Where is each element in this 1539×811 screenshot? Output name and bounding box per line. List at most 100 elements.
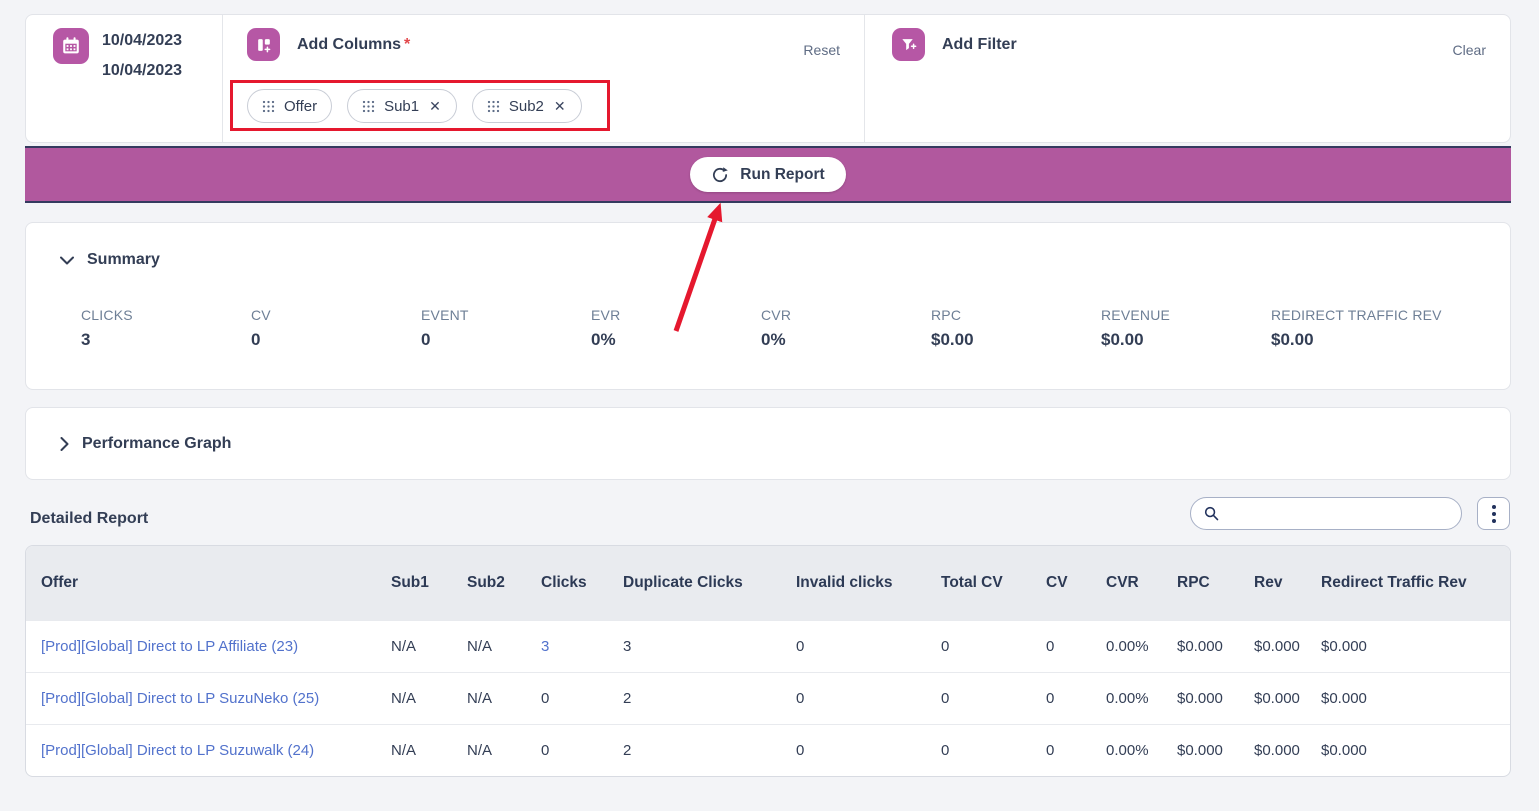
- cell-sub1: N/A: [376, 619, 452, 672]
- col-header-cv[interactable]: CV: [1031, 546, 1091, 620]
- chip-remove-icon[interactable]: ✕: [429, 97, 441, 114]
- metric-evr: EVR 0%: [591, 307, 621, 349]
- search-input[interactable]: [1228, 498, 1461, 529]
- col-header-offer[interactable]: Offer: [26, 546, 376, 620]
- col-header-duplicate-clicks[interactable]: Duplicate Clicks: [608, 546, 781, 620]
- calendar-icon: [53, 28, 89, 64]
- cell-invalid-clicks: 0: [781, 671, 926, 724]
- col-header-rpc[interactable]: RPC: [1162, 546, 1239, 620]
- metric-event: EVENT 0: [421, 307, 469, 349]
- summary-header[interactable]: Summary: [26, 223, 1510, 269]
- cell-sub2: N/A: [452, 619, 526, 672]
- cell-total-cv: 0: [926, 619, 1031, 672]
- performance-graph-title: Performance Graph: [82, 435, 232, 452]
- cell-cvr: 0.00%: [1091, 723, 1162, 776]
- required-asterisk: *: [404, 35, 411, 53]
- chip-label: Offer: [284, 97, 318, 115]
- cell-duplicate-clicks: 2: [608, 723, 781, 776]
- run-report-bar: Run Report: [25, 146, 1511, 203]
- cell-sub2: N/A: [452, 671, 526, 724]
- reset-button[interactable]: Reset: [803, 42, 840, 58]
- cell-redirect-traffic-rev: $0.000: [1306, 671, 1510, 724]
- search-box: [1190, 497, 1462, 530]
- col-header-redirect-traffic-rev[interactable]: Redirect Traffic Rev: [1306, 546, 1510, 620]
- chip-label: Sub2: [508, 97, 544, 115]
- chevron-down-icon: [60, 256, 74, 264]
- refresh-icon: [713, 166, 729, 182]
- cell-total-cv: 0: [926, 723, 1031, 776]
- col-header-cvr[interactable]: CVR: [1091, 546, 1162, 620]
- drag-handle-icon: [487, 100, 500, 112]
- metric-cv: CV 0: [251, 307, 271, 349]
- cell-rpc: $0.000: [1162, 723, 1239, 776]
- cell-rpc: $0.000: [1162, 671, 1239, 724]
- clear-button[interactable]: Clear: [1452, 42, 1486, 58]
- col-header-total-cv[interactable]: Total CV: [926, 546, 1031, 620]
- add-columns-panel: Add Columns * Reset Offer Sub1 ✕: [223, 15, 865, 142]
- metric-rpc: RPC $0.00: [931, 307, 974, 349]
- table-row: [Prod][Global] Direct to LP Affiliate (2…: [26, 619, 1510, 672]
- cell-redirect-traffic-rev: $0.000: [1306, 619, 1510, 672]
- table-row: [Prod][Global] Direct to LP Suzuwalk (24…: [26, 723, 1510, 776]
- cell-cvr: 0.00%: [1091, 619, 1162, 672]
- add-filter-icon: [892, 28, 925, 61]
- cell-rev: $0.000: [1239, 671, 1306, 724]
- performance-graph-card: Performance Graph: [25, 407, 1511, 480]
- cell-sub1: N/A: [376, 671, 452, 724]
- column-chip-offer[interactable]: Offer: [247, 89, 333, 123]
- drag-handle-icon: [262, 100, 275, 112]
- summary-card: Summary CLICKS 3 CV 0 EVENT 0 EVR 0% CVR 0% R…: [25, 222, 1511, 390]
- add-filter-title: Add Filter: [942, 35, 1017, 53]
- metric-cvr: CVR 0%: [761, 307, 792, 349]
- cell-total-cv: 0: [926, 671, 1031, 724]
- cell-duplicate-clicks: 3: [608, 619, 781, 672]
- cell-clicks: 0: [526, 723, 608, 776]
- performance-graph-header[interactable]: Performance Graph: [26, 408, 1510, 453]
- cell-clicks: 0: [526, 671, 608, 724]
- cell-cvr: 0.00%: [1091, 671, 1162, 724]
- search-icon: [1204, 506, 1219, 521]
- add-columns-icon: [247, 28, 280, 61]
- chip-remove-icon[interactable]: ✕: [553, 97, 566, 114]
- detailed-report-title: Detailed Report: [30, 510, 149, 527]
- cell-cv: 0: [1031, 723, 1091, 776]
- col-header-clicks[interactable]: Clicks: [526, 546, 608, 620]
- cell-duplicate-clicks: 2: [608, 671, 781, 724]
- detailed-report-table: Offer Sub1 Sub2 Clicks Duplicate Clicks …: [25, 545, 1511, 777]
- chevron-right-icon: [60, 437, 69, 451]
- offer-link[interactable]: [Prod][Global] Direct to LP SuzuNeko (25…: [26, 671, 376, 724]
- offer-link[interactable]: [Prod][Global] Direct to LP Suzuwalk (24…: [26, 723, 376, 776]
- add-filter-panel: Add Filter Clear: [865, 15, 1510, 142]
- run-report-label: Run Report: [740, 165, 825, 183]
- cell-rev: $0.000: [1239, 723, 1306, 776]
- column-chip-sub2[interactable]: Sub2 ✕: [471, 89, 582, 123]
- date-start[interactable]: 10/04/2023: [102, 32, 183, 49]
- table-options-button[interactable]: [1477, 497, 1510, 530]
- date-range-panel[interactable]: 10/04/2023 10/04/2023: [26, 15, 223, 142]
- cell-rev: $0.000: [1239, 619, 1306, 672]
- metric-revenue: REVENUE $0.00: [1101, 307, 1171, 349]
- col-header-sub1[interactable]: Sub1: [376, 546, 452, 620]
- col-header-sub2[interactable]: Sub2: [452, 546, 526, 620]
- offer-link[interactable]: [Prod][Global] Direct to LP Affiliate (2…: [26, 619, 376, 672]
- cell-invalid-clicks: 0: [781, 723, 926, 776]
- run-report-button[interactable]: Run Report: [690, 157, 846, 192]
- cell-invalid-clicks: 0: [781, 619, 926, 672]
- clicks-link[interactable]: 3: [526, 619, 608, 672]
- column-chip-sub1[interactable]: Sub1 ✕: [347, 89, 457, 123]
- summary-title: Summary: [87, 251, 160, 268]
- metric-redirect-traffic-rev: REDIRECT TRAFFIC REV $0.00: [1271, 307, 1442, 349]
- date-end[interactable]: 10/04/2023: [102, 62, 183, 79]
- col-header-invalid-clicks[interactable]: Invalid clicks: [781, 546, 926, 620]
- cell-sub2: N/A: [452, 723, 526, 776]
- metric-clicks: CLICKS 3: [81, 307, 133, 349]
- cell-sub1: N/A: [376, 723, 452, 776]
- col-header-rev[interactable]: Rev: [1239, 546, 1306, 620]
- chip-label: Sub1: [384, 97, 420, 115]
- cell-rpc: $0.000: [1162, 619, 1239, 672]
- summary-metrics: CLICKS 3 CV 0 EVENT 0 EVR 0% CVR 0% RPC $0.00 …: [81, 307, 1442, 350]
- table-row: [Prod][Global] Direct to LP SuzuNeko (25…: [26, 671, 1510, 724]
- filters-bar: 10/04/2023 10/04/2023 Add Columns * Reset: [25, 14, 1511, 143]
- column-chips: Offer Sub1 ✕ Sub2 ✕: [247, 89, 582, 123]
- cell-cv: 0: [1031, 619, 1091, 672]
